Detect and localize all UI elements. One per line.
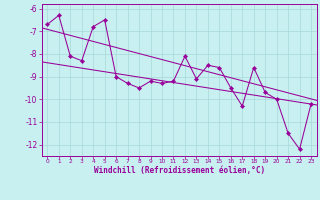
X-axis label: Windchill (Refroidissement éolien,°C): Windchill (Refroidissement éolien,°C) [94, 166, 265, 175]
